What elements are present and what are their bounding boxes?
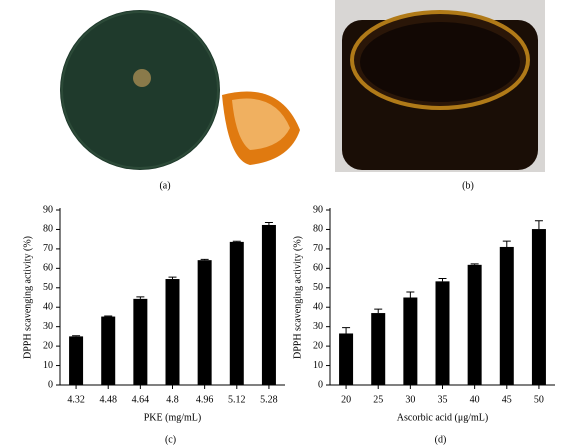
error-bar: [136, 296, 145, 299]
error-bar: [534, 220, 543, 230]
y-tick-label: 0: [318, 379, 323, 390]
x-tick-label: 35: [438, 394, 448, 405]
x-tick-label: 30: [405, 394, 415, 405]
bar: [101, 316, 116, 385]
error-bar: [470, 263, 479, 265]
photo-caption: (a): [159, 180, 170, 191]
y-tick-label: 40: [43, 302, 53, 313]
x-tick-label: 5.12: [228, 394, 246, 405]
y-tick-label: 30: [313, 321, 323, 332]
y-axis-label: DPPH scavenging activity (%): [22, 236, 33, 359]
x-tick-label: 4.64: [132, 394, 150, 405]
panel-caption: (d): [435, 434, 447, 445]
bar: [229, 241, 244, 385]
x-tick-label: 25: [373, 394, 383, 405]
bar: [403, 297, 418, 385]
bar: [371, 313, 386, 385]
x-tick-label: 4.32: [67, 394, 85, 405]
bar: [133, 298, 148, 385]
x-tick-label: 4.8: [166, 394, 179, 405]
error-bar: [406, 291, 415, 298]
y-tick-label: 60: [313, 263, 323, 274]
y-tick-label: 20: [43, 340, 53, 351]
error-bar: [168, 276, 177, 280]
y-tick-label: 90: [43, 204, 53, 215]
x-tick-label: 40: [470, 394, 480, 405]
y-tick-label: 50: [313, 282, 323, 293]
y-axis-label: DPPH scavenging activity (%): [292, 236, 303, 359]
y-tick-label: 80: [313, 224, 323, 235]
y-tick-label: 20: [313, 340, 323, 351]
error-bar: [342, 327, 351, 334]
y-tick-label: 90: [313, 204, 323, 215]
x-tick-label: 4.96: [196, 394, 214, 405]
error-bar: [104, 315, 113, 317]
error-bar: [200, 258, 209, 261]
bar: [467, 264, 482, 385]
error-bar: [374, 308, 383, 314]
y-tick-label: 70: [313, 243, 323, 254]
bar: [499, 246, 514, 385]
x-tick-label: 4.48: [99, 394, 117, 405]
error-bar: [264, 221, 273, 225]
photo-jar: [335, 0, 545, 172]
x-tick-label: 5.28: [260, 394, 278, 405]
y-tick-label: 50: [43, 282, 53, 293]
y-tick-label: 80: [43, 224, 53, 235]
y-tick-label: 0: [48, 379, 53, 390]
x-tick-label: 50: [534, 394, 544, 405]
y-tick-label: 40: [313, 302, 323, 313]
bar: [197, 260, 212, 385]
error-bar: [232, 240, 241, 242]
photo-pumpkin: [60, 10, 300, 170]
y-tick-label: 70: [43, 243, 53, 254]
y-tick-label: 60: [43, 263, 53, 274]
bar: [69, 336, 84, 385]
panel-caption: (c): [165, 434, 176, 445]
error-bar: [72, 335, 81, 337]
error-bar: [438, 277, 447, 282]
photo-caption: (b): [462, 180, 474, 191]
x-axis-label: PKE (mg/mL): [144, 412, 202, 423]
bar: [435, 281, 450, 385]
y-tick-label: 10: [313, 360, 323, 371]
bar: [165, 279, 180, 385]
bar: [531, 229, 546, 385]
y-tick-label: 10: [43, 360, 53, 371]
x-tick-label: 45: [502, 394, 512, 405]
bar: [261, 224, 276, 385]
x-tick-label: 20: [341, 394, 351, 405]
y-tick-label: 30: [43, 321, 53, 332]
bar: [339, 333, 354, 385]
error-bar: [502, 240, 511, 247]
x-axis-label: Ascorbic acid (μg/mL): [397, 412, 488, 423]
